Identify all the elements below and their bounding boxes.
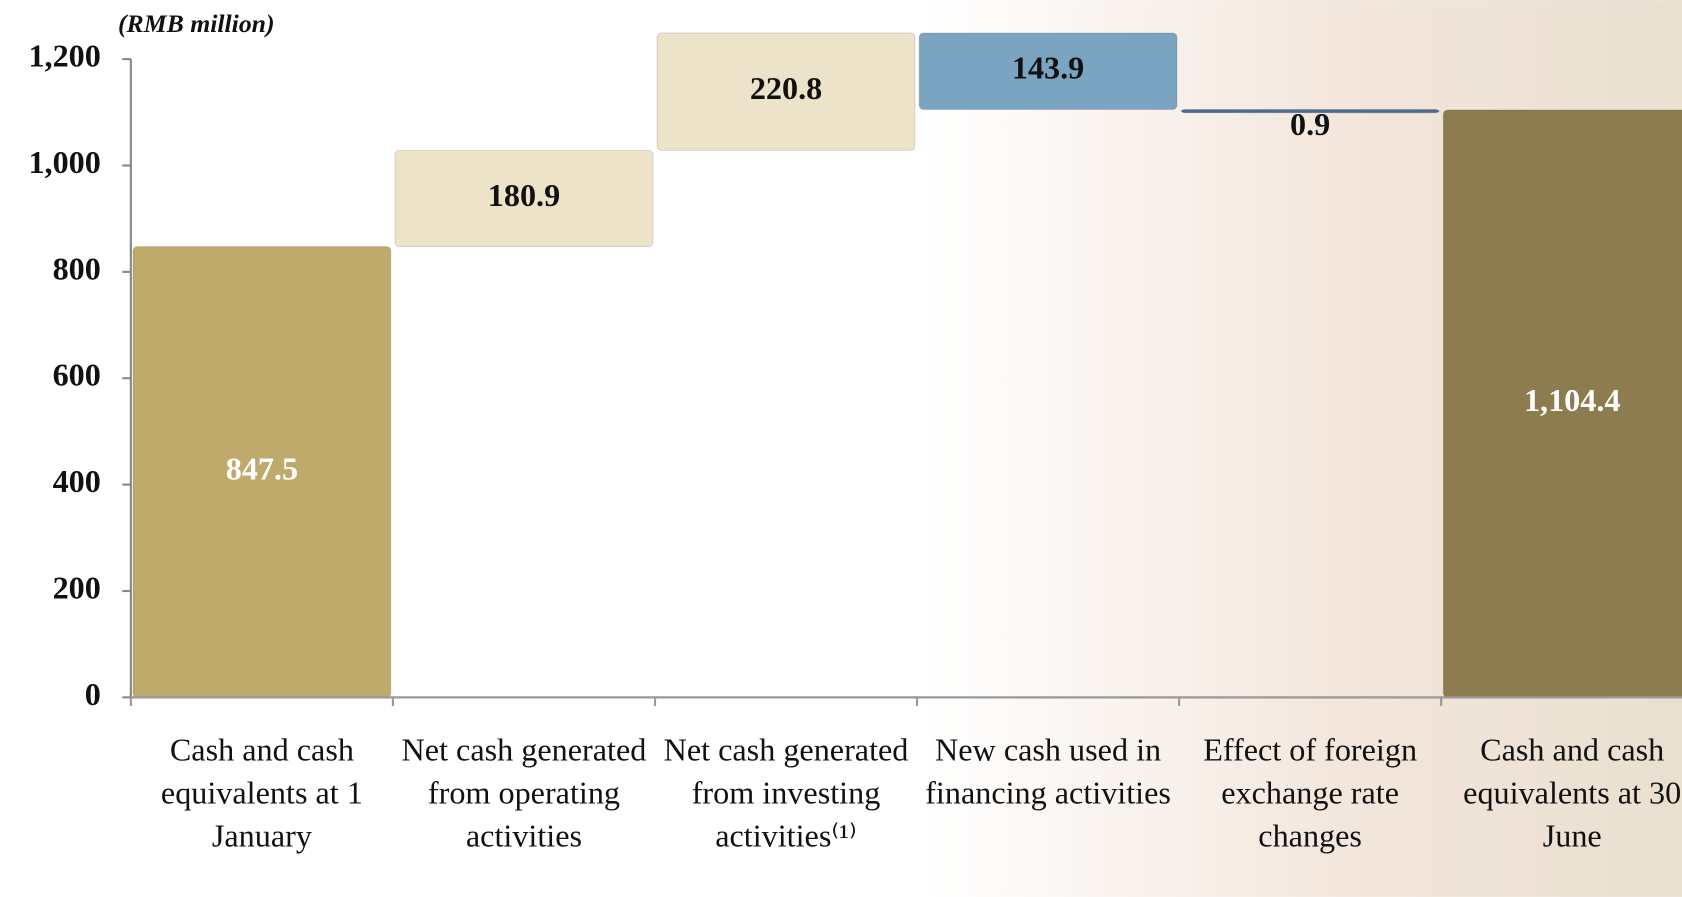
x-tick-label: Cash and cash equivalents at 1 January bbox=[160, 732, 363, 854]
y-tick-label: 800 bbox=[53, 250, 101, 286]
value-label: 220.8 bbox=[750, 70, 822, 106]
x-label-box: Net cash generated from operating activi… bbox=[401, 732, 647, 854]
x-label-box: Cash and cash equivalents at 30 June bbox=[1463, 732, 1682, 854]
y-tick-label: 400 bbox=[53, 463, 101, 499]
y-tick-label: 600 bbox=[53, 357, 101, 393]
y-tick-label: 1,200 bbox=[28, 37, 100, 73]
y-tick-label: 0 bbox=[85, 676, 101, 712]
value-label: 847.5 bbox=[226, 450, 298, 486]
y-tick-label: 1,000 bbox=[28, 144, 100, 180]
value-label: 0.9 bbox=[1290, 106, 1330, 142]
bar bbox=[918, 32, 1178, 111]
bar bbox=[394, 149, 654, 248]
x-tick-label: Effect of foreign exchange rate changes bbox=[1203, 732, 1418, 854]
x-tick-label: Net cash generated from operating activi… bbox=[401, 732, 647, 854]
x-tick-label: New cash used in financing activities bbox=[925, 732, 1171, 812]
x-label-box: Effect of foreign exchange rate changes bbox=[1203, 732, 1418, 854]
y-axis-unit: (RMB million) bbox=[118, 9, 275, 38]
x-label-box: New cash used in financing activities bbox=[925, 732, 1171, 812]
value-label: 143.9 bbox=[1012, 50, 1084, 86]
x-tick-label: Net cash generated from investing activi… bbox=[663, 732, 909, 854]
value-label: 180.9 bbox=[488, 177, 560, 213]
y-tick-label: 200 bbox=[53, 569, 101, 605]
bar bbox=[1180, 108, 1440, 114]
bar bbox=[656, 32, 916, 151]
x-label-box: Cash and cash equivalents at 1 January bbox=[160, 732, 363, 854]
x-label-box: Net cash generated from investing activi… bbox=[663, 732, 909, 854]
x-tick-label: Cash and cash equivalents at 30 June bbox=[1463, 732, 1682, 854]
value-label: 1,104.4 bbox=[1524, 382, 1621, 418]
